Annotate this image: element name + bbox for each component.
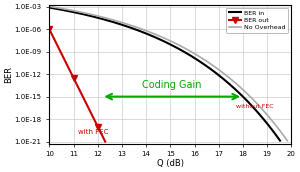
BER out	[94, 123, 98, 125]
Text: Coding Gain: Coding Gain	[142, 80, 202, 90]
No Overhead	[79, 11, 83, 13]
Line: No Overhead: No Overhead	[49, 6, 287, 141]
Line: BER in: BER in	[49, 8, 280, 141]
Line: BER out: BER out	[46, 26, 108, 144]
No Overhead	[246, 93, 250, 95]
Y-axis label: BER: BER	[4, 66, 13, 83]
Text: without FEC: without FEC	[236, 104, 274, 109]
BER out	[62, 57, 66, 60]
BER in	[278, 140, 282, 142]
BER in	[251, 106, 255, 109]
BER in	[78, 13, 82, 15]
BER out	[95, 124, 99, 126]
BER out	[61, 54, 64, 56]
BER out	[47, 28, 51, 30]
BER out	[78, 90, 82, 92]
Text: with FEC: with FEC	[78, 129, 108, 135]
X-axis label: Q (dB): Q (dB)	[157, 159, 184, 168]
BER in	[81, 13, 84, 15]
BER in	[47, 7, 51, 9]
BER out	[64, 62, 68, 64]
BER in	[77, 12, 80, 14]
No Overhead	[179, 45, 183, 47]
No Overhead	[47, 5, 51, 7]
Legend: BER in, BER out, No Overhead: BER in, BER out, No Overhead	[226, 8, 288, 33]
No Overhead	[286, 140, 289, 142]
No Overhead	[165, 38, 169, 40]
BER in	[218, 75, 222, 77]
No Overhead	[243, 90, 246, 92]
BER out	[103, 141, 107, 143]
No Overhead	[155, 34, 159, 36]
BER in	[179, 49, 183, 51]
